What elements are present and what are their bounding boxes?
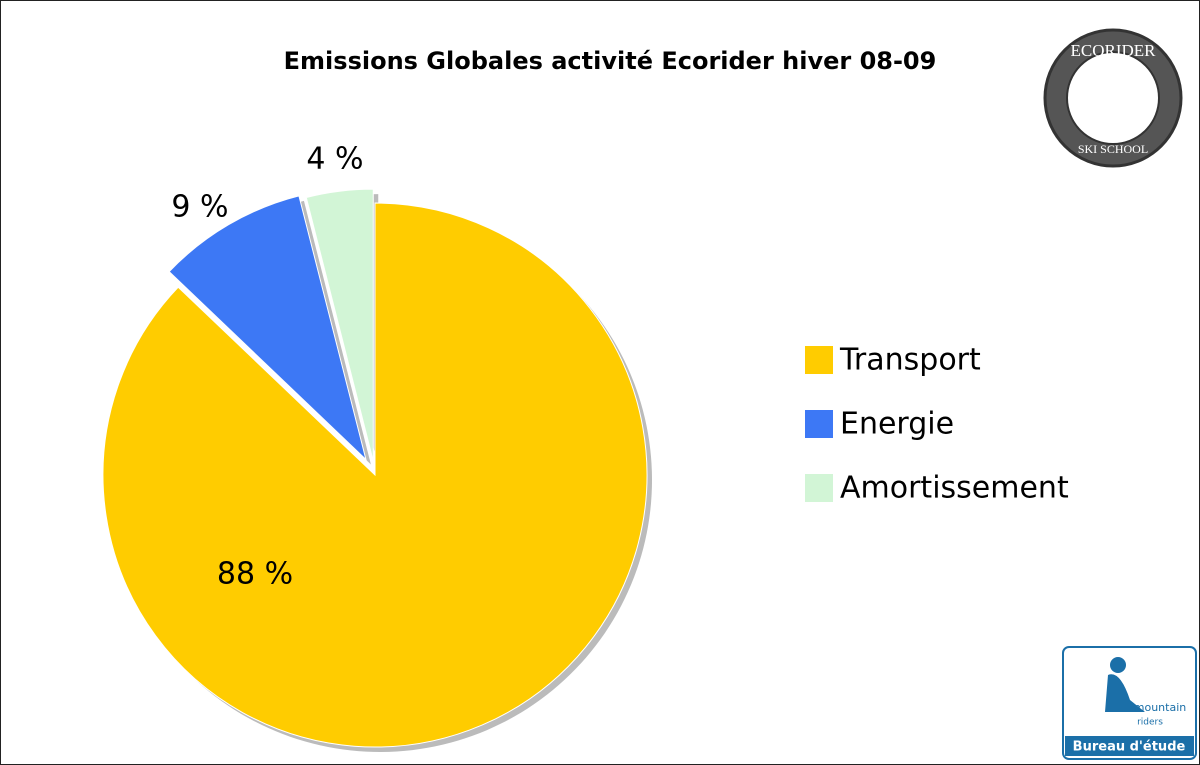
logo-text: mountain [1134,701,1186,714]
logo-head [1110,657,1126,673]
slice [305,188,374,462]
chart-title: Emissions Globales activité Ecorider hiv… [284,47,937,75]
legend-label: Energie [840,407,954,442]
slice-label: 4 % [306,142,363,177]
legend-swatch [805,410,833,438]
logo-subtext: SKI SCHOOL [1078,142,1148,156]
mountain-riders-logo: mountain riders Bureau d'étude [1062,646,1197,760]
legend-label: Transport [839,343,981,378]
logo-globe [1066,51,1160,145]
ecorider-logo: ECORIDER SKI SCHOOL [1043,28,1183,168]
legend-swatch [805,474,833,502]
logo-subtext: riders [1137,718,1163,728]
logo-figure [1105,674,1145,712]
logo-band [1065,736,1194,756]
legend-swatch [805,346,833,374]
legend-label: Amortissement [840,471,1069,506]
logo-caption: Bureau d'étude [1073,740,1186,755]
slice [102,202,648,748]
slice [168,195,367,462]
slice-label: 9 % [171,190,228,225]
slice-label: 88 % [217,557,293,592]
logo-text: ECORIDER [1071,41,1157,60]
